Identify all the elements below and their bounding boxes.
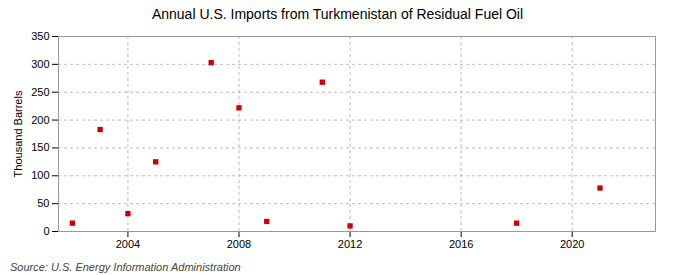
svg-text:200: 200	[31, 114, 49, 126]
html-text:Annual U.S. Imports from Turkm: Annual U.S. Imports from Turkmenistan of…	[151, 6, 524, 22]
svg-text:2016: 2016	[449, 238, 473, 250]
svg-text:250: 250	[31, 86, 49, 98]
svg-text:150: 150	[31, 141, 49, 153]
svg-text:Thousand Barrels: Thousand Barrels	[12, 90, 24, 177]
svg-text:2004: 2004	[116, 238, 140, 250]
svg-text:0: 0	[43, 225, 49, 237]
svg-text:2012: 2012	[338, 238, 362, 250]
svg-text:2020: 2020	[560, 238, 584, 250]
svg-text:100: 100	[31, 169, 49, 181]
svg-text:2008: 2008	[227, 238, 251, 250]
svg-text:300: 300	[31, 58, 49, 70]
svg-text:350: 350	[31, 30, 49, 42]
svg-text:50: 50	[37, 197, 49, 209]
html-text:Source: U.S. Energy Informatio: Source: U.S. Energy Information Administ…	[10, 261, 241, 273]
